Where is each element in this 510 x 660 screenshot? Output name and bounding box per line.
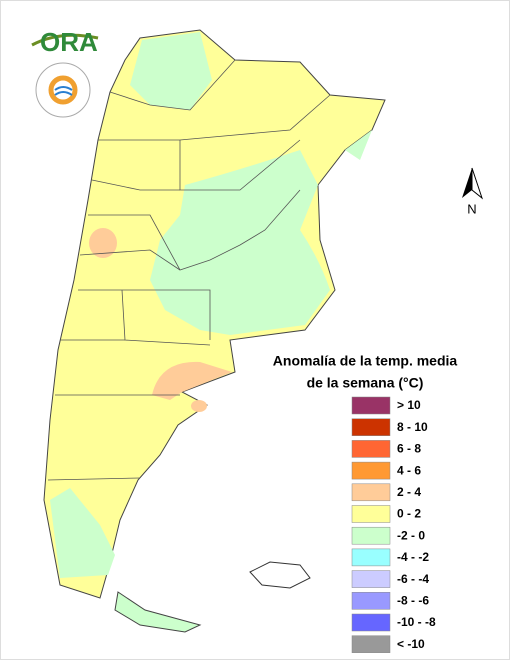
anomaly-area xyxy=(50,488,115,578)
legend-title: Anomalía de la temp. media xyxy=(273,353,458,369)
legend-label: 4 - 6 xyxy=(397,463,421,477)
legend-swatch xyxy=(351,592,391,610)
anomaly-area xyxy=(345,130,372,160)
logo: ORA xyxy=(31,27,99,118)
legend-label: -6 - -4 xyxy=(397,572,429,586)
legend-label: -10 - -8 xyxy=(397,615,436,629)
anomaly-area xyxy=(191,400,207,412)
legend-swatch xyxy=(351,548,391,567)
province-borders xyxy=(47,59,331,481)
legend-label: 6 - 8 xyxy=(397,442,421,456)
country xyxy=(43,29,386,633)
north-arrow: N xyxy=(462,167,484,216)
arrow-half xyxy=(462,168,472,198)
logo-text: ORA xyxy=(40,27,98,57)
logo-seal xyxy=(35,62,91,118)
logo-seal-inner xyxy=(48,75,78,105)
legend-swatch xyxy=(351,461,391,480)
legend-label: -8 - -6 xyxy=(397,593,429,607)
anomaly-area xyxy=(89,228,117,258)
legend-swatch xyxy=(351,418,391,436)
legend-label: < -10 xyxy=(397,637,425,651)
legend-label: -2 - 0 xyxy=(397,528,425,542)
anomaly-area xyxy=(152,361,232,400)
anomaly-area xyxy=(150,150,330,335)
legend-label: -4 - -2 xyxy=(397,550,429,564)
logo-waves xyxy=(54,86,73,96)
legend-swatch xyxy=(351,505,391,523)
legend-label: 8 - 10 xyxy=(397,420,428,434)
islands xyxy=(249,561,311,589)
legend-swatch xyxy=(351,396,391,415)
legend-swatch xyxy=(351,570,391,588)
north-label: N xyxy=(467,201,476,216)
legend-swatch xyxy=(351,526,391,545)
legend-label: 2 - 4 xyxy=(397,485,421,499)
legend-label: > 10 xyxy=(397,398,421,412)
legend-swatch xyxy=(351,613,391,632)
legend: Anomalía de la temp. media de la semana (… xyxy=(273,353,458,653)
logo-swoosh xyxy=(31,33,99,47)
legend-title: de la semana (°C) xyxy=(307,375,424,391)
legend-label: 0 - 2 xyxy=(397,507,421,521)
legend-swatch xyxy=(351,440,391,458)
anomaly-area xyxy=(130,32,212,110)
arrow-half xyxy=(471,167,484,200)
tierra-del-fuego xyxy=(114,591,202,633)
legend-swatch xyxy=(351,635,391,653)
legend-swatch xyxy=(351,483,391,502)
